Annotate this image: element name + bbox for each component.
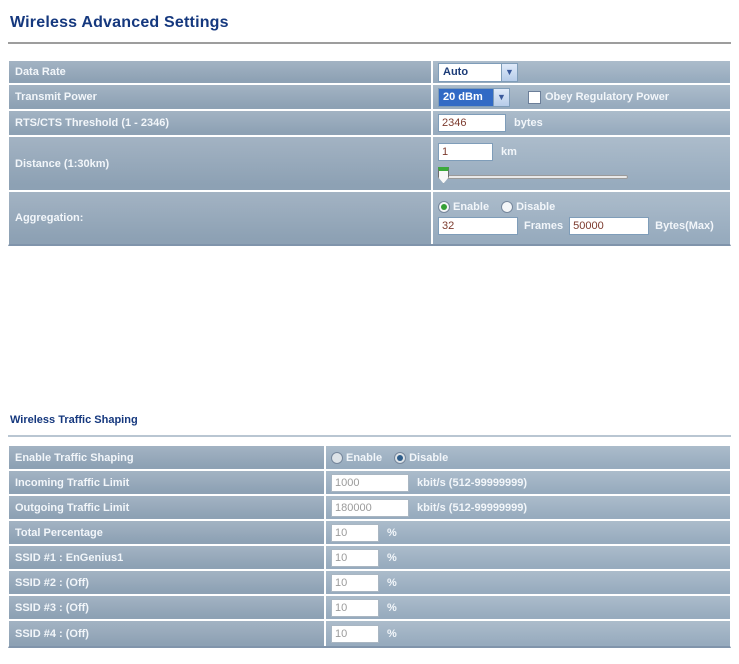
traffic-shaping-divider (8, 435, 731, 437)
aggregation-disable-label: Disable (516, 201, 556, 213)
ssid1-percentage-unit: % (387, 551, 397, 564)
row-ssid4: SSID #4 : (Off) % (9, 621, 730, 646)
ssid2-percentage-unit: % (387, 576, 397, 589)
ssid3-percentage-input[interactable] (331, 598, 379, 617)
aggregation-bytes-label: Bytes(Max) (655, 220, 714, 232)
row-ssid2: SSID #2 : (Off) % (9, 571, 730, 596)
title-divider (8, 42, 731, 44)
aggregation-disable-radio[interactable] (501, 201, 514, 213)
rts-threshold-label: RTS/CTS Threshold (1 - 2346) (9, 111, 433, 135)
distance-input[interactable] (438, 142, 493, 161)
row-aggregation: Aggregation: Enable Disable Frames Bytes… (9, 192, 730, 244)
wireless-advanced-page: Wireless Advanced Settings Data Rate Aut… (8, 14, 731, 648)
row-data-rate: Data Rate Auto ▼ (9, 61, 730, 85)
enable-traffic-shaping-label: Enable Traffic Shaping (9, 446, 326, 469)
total-percentage-unit: % (387, 526, 397, 539)
row-incoming-limit: Incoming Traffic Limit kbit/s (512-99999… (9, 471, 730, 496)
row-ssid3: SSID #3 : (Off) % (9, 596, 730, 621)
data-rate-selected-value: Auto (443, 65, 469, 78)
row-outgoing-limit: Outgoing Traffic Limit kbit/s (512-99999… (9, 496, 730, 521)
ssid4-percentage-input[interactable] (331, 624, 379, 643)
row-transmit-power: Transmit Power 20 dBm ▼ Obey Regulatory … (9, 85, 730, 111)
transmit-power-selected-value: 20 dBm (439, 88, 493, 106)
ssid2-label: SSID #2 : (Off) (9, 571, 326, 594)
ssid1-label: SSID #1 : EnGenius1 (9, 546, 326, 569)
ssid3-percentage-unit: % (387, 601, 397, 614)
advanced-settings-table: Data Rate Auto ▼ Transmit Power 20 dBm ▼… (8, 60, 731, 246)
obey-regulatory-power-label: Obey Regulatory Power (545, 91, 670, 103)
ssid4-percentage-unit: % (387, 627, 397, 640)
row-distance: Distance (1:30km) km (9, 137, 730, 192)
traffic-shaping-table: Enable Traffic Shaping Enable Disable In… (8, 445, 731, 648)
distance-label: Distance (1:30km) (9, 137, 433, 190)
ssid3-label: SSID #3 : (Off) (9, 596, 326, 619)
traffic-shaping-enable-radio[interactable] (331, 451, 343, 464)
traffic-shaping-enable-label: Enable (346, 451, 383, 464)
aggregation-bytes-input[interactable] (569, 217, 650, 235)
traffic-shaping-title: Wireless Traffic Shaping (10, 414, 138, 426)
outgoing-limit-input[interactable] (331, 498, 409, 517)
aggregation-frames-input[interactable] (438, 217, 518, 235)
outgoing-limit-unit: kbit/s (512-99999999) (417, 501, 528, 514)
incoming-limit-label: Incoming Traffic Limit (9, 471, 326, 494)
row-rts-threshold: RTS/CTS Threshold (1 - 2346) bytes (9, 111, 730, 137)
transmit-power-select[interactable]: 20 dBm ▼ (438, 87, 510, 107)
ssid2-percentage-input[interactable] (331, 573, 379, 592)
row-total-percentage: Total Percentage % (9, 521, 730, 546)
obey-regulatory-power-checkbox[interactable] (528, 90, 541, 104)
chevron-down-icon[interactable]: ▼ (493, 88, 509, 106)
total-percentage-input[interactable] (331, 523, 379, 542)
aggregation-enable-radio[interactable] (438, 201, 450, 213)
transmit-power-label: Transmit Power (9, 85, 433, 109)
aggregation-enable-label: Enable (453, 201, 490, 213)
aggregation-label: Aggregation: (9, 192, 433, 244)
chevron-down-icon[interactable]: ▼ (501, 63, 517, 81)
rts-unit-label: bytes (514, 117, 543, 129)
aggregation-frames-label: Frames (524, 220, 564, 232)
data-rate-select[interactable]: Auto ▼ (438, 62, 518, 82)
incoming-limit-input[interactable] (331, 473, 409, 492)
page-title: Wireless Advanced Settings (10, 14, 229, 31)
rts-threshold-input[interactable] (438, 114, 506, 132)
incoming-limit-unit: kbit/s (512-99999999) (417, 476, 528, 489)
row-enable-traffic-shaping: Enable Traffic Shaping Enable Disable (9, 446, 730, 471)
distance-slider-handle[interactable] (438, 166, 449, 184)
ssid4-label: SSID #4 : (Off) (9, 621, 326, 646)
traffic-shaping-disable-label: Disable (409, 451, 449, 464)
distance-slider-track[interactable] (438, 174, 628, 179)
distance-slider[interactable] (438, 166, 634, 185)
traffic-shaping-disable-radio[interactable] (394, 451, 407, 464)
ssid1-percentage-input[interactable] (331, 548, 379, 567)
outgoing-limit-label: Outgoing Traffic Limit (9, 496, 326, 519)
total-percentage-label: Total Percentage (9, 521, 326, 544)
data-rate-label: Data Rate (9, 61, 433, 83)
row-ssid1: SSID #1 : EnGenius1 % (9, 546, 730, 571)
distance-unit-label: km (501, 145, 517, 158)
